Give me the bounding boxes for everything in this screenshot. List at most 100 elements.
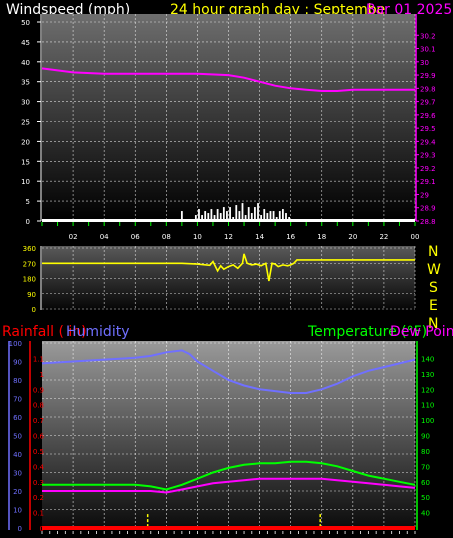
windspeed-tick-label: 15 (21, 158, 30, 166)
time-tick-label: 12 (224, 233, 233, 241)
windspeed-bar (184, 219, 186, 221)
rain-baseline (42, 526, 415, 530)
time-tick-label: 06 (131, 233, 140, 241)
windspeed-bar (235, 205, 238, 221)
humidity-tick-label: 50 (13, 433, 22, 441)
direction-tick-label: 360 (23, 245, 36, 253)
windspeed-tick-label: 5 (26, 198, 30, 206)
time-tick-label: 04 (100, 233, 109, 241)
rainfall-tick-label: 0.4 (33, 463, 45, 471)
time-tick-label: 14 (255, 233, 264, 241)
windspeed-bar (285, 213, 287, 221)
temperature-tick-label: 90 (421, 433, 430, 441)
windspeed-bar (281, 209, 284, 221)
windspeed-tick-label: 25 (21, 119, 30, 127)
windspeed-bar (216, 209, 219, 221)
pressure-tick-label: 30.2 (420, 32, 436, 40)
windspeed-tick-label: 20 (21, 138, 30, 146)
windspeed-bar (207, 213, 210, 221)
windspeed-bar (244, 215, 247, 221)
humidity-tick-label: 40 (13, 451, 22, 459)
temperature-tick-label: 130 (421, 371, 434, 379)
windspeed-bar (226, 211, 228, 221)
rainfall-tick-label: 1.1 (33, 355, 44, 363)
windspeed-bar (219, 213, 222, 221)
windspeed-tick-label: 35 (21, 79, 30, 87)
windspeed-bar (222, 207, 225, 221)
pressure-tick-label: 29.3 (420, 152, 436, 160)
temperature-tick-label: 70 (421, 463, 430, 471)
time-tick-label: 22 (379, 233, 388, 241)
direction-tick-label: 0 (32, 306, 36, 314)
rainfall-tick-label: 1 (40, 371, 44, 379)
windspeed-baseline (42, 219, 415, 222)
pressure-tick-label: 29.8 (420, 85, 436, 93)
pressure-line (41, 67, 415, 92)
humidity-tick-label: 70 (13, 396, 22, 404)
time-tick-label: 08 (162, 233, 171, 241)
rainfall-tick-label: 0.9 (33, 386, 44, 394)
windspeed-bar (254, 207, 256, 221)
windspeed-bar (272, 211, 275, 221)
windspeed-bar (269, 211, 272, 221)
direction-grid (42, 246, 416, 310)
pressure-tick-label: 29.6 (420, 112, 436, 120)
windspeed-bar (263, 209, 266, 221)
windspeed-bar (275, 217, 278, 221)
pressure-tick-label: 29.4 (420, 138, 436, 146)
time-tick-label: 02 (69, 233, 78, 241)
windspeed-bar (250, 213, 253, 221)
windspeed-bar (266, 213, 269, 221)
rainfall-tick-label: 0.5 (33, 448, 44, 456)
temperature-title: Temperature (°F) (307, 324, 427, 340)
windspeed-bar (238, 211, 241, 221)
pressure-tick-label: 28.8 (420, 218, 436, 226)
windspeed-tick-label: 10 (21, 178, 30, 186)
time-tick-label: 20 (348, 233, 357, 241)
windspeed-bar (232, 217, 235, 221)
pressure-tick-label: 30 (420, 59, 429, 67)
climate-grid (42, 341, 416, 529)
temperature-tick-label: 100 (421, 417, 434, 425)
pressure-tick-label: 29.9 (420, 72, 436, 80)
temperature-axis: 40 50 60 70 80 90 100 110 120 130 140 (416, 341, 434, 530)
rainfall-axis: 0 0.1 0.2 0.3 0.4 0.5 0.6 0.7 0.8 0.9 1 1.1 (29, 341, 45, 533)
rainfall-marks (146, 514, 321, 526)
rainfall-tick-label: 0.7 (33, 417, 44, 425)
rainfall-tick-label: 0.2 (33, 494, 44, 502)
pressure-axis: 28.8 28.9 29 29.1 29.2 29.3 29.4 29.5 29.6 29.7 29… (415, 14, 436, 226)
windspeed-bar (257, 203, 259, 221)
humidity-tick-label: 100 (9, 340, 22, 348)
rainfall-title: Rainfall ( in) (2, 324, 87, 340)
windspeed-bars (42, 203, 415, 222)
humidity-title: Humidity (66, 324, 129, 340)
pressure-tick-label: 28.9 (420, 205, 436, 213)
windspeed-axis: 0 5 10 15 20 25 30 35 40 45 50 (21, 14, 42, 226)
compass-e: E (429, 298, 438, 314)
temperature-line (42, 460, 416, 491)
humidity-tick-label: 30 (13, 470, 22, 478)
humidity-tick-label: 20 (13, 488, 22, 496)
temperature-tick-label: 60 (421, 479, 430, 487)
humidity-tick-label: 60 (13, 414, 22, 422)
temperature-tick-label: 50 (421, 494, 430, 502)
time-axis: 02 04 06 08 10 12 14 16 18 20 22 00 (41, 222, 420, 241)
time-tick-label: 18 (317, 233, 326, 241)
windspeed-bar (247, 207, 250, 221)
rainfall-tick-label: 0 (40, 525, 44, 533)
time-tick-label: 10 (193, 233, 202, 241)
pressure-tick-label: 29 (420, 191, 429, 199)
compass-labels: N W S E N (427, 244, 441, 332)
time-tick-label: 00 (411, 233, 420, 241)
temperature-tick-label: 40 (421, 510, 430, 518)
humidity-tick-label: 90 (13, 359, 22, 367)
pressure-tick-label: 30.1 (420, 46, 436, 54)
windspeed-bar (201, 215, 203, 221)
wind-pressure-plot-area (42, 14, 415, 221)
windspeed-bar (288, 217, 291, 221)
humidity-axis: 0 10 20 30 40 50 60 70 80 90 100 (8, 340, 22, 533)
compass-w: W (427, 262, 441, 278)
time-tick-label: 16 (286, 233, 295, 241)
dewpoint-line (42, 477, 416, 494)
windspeed-bar (278, 211, 281, 221)
